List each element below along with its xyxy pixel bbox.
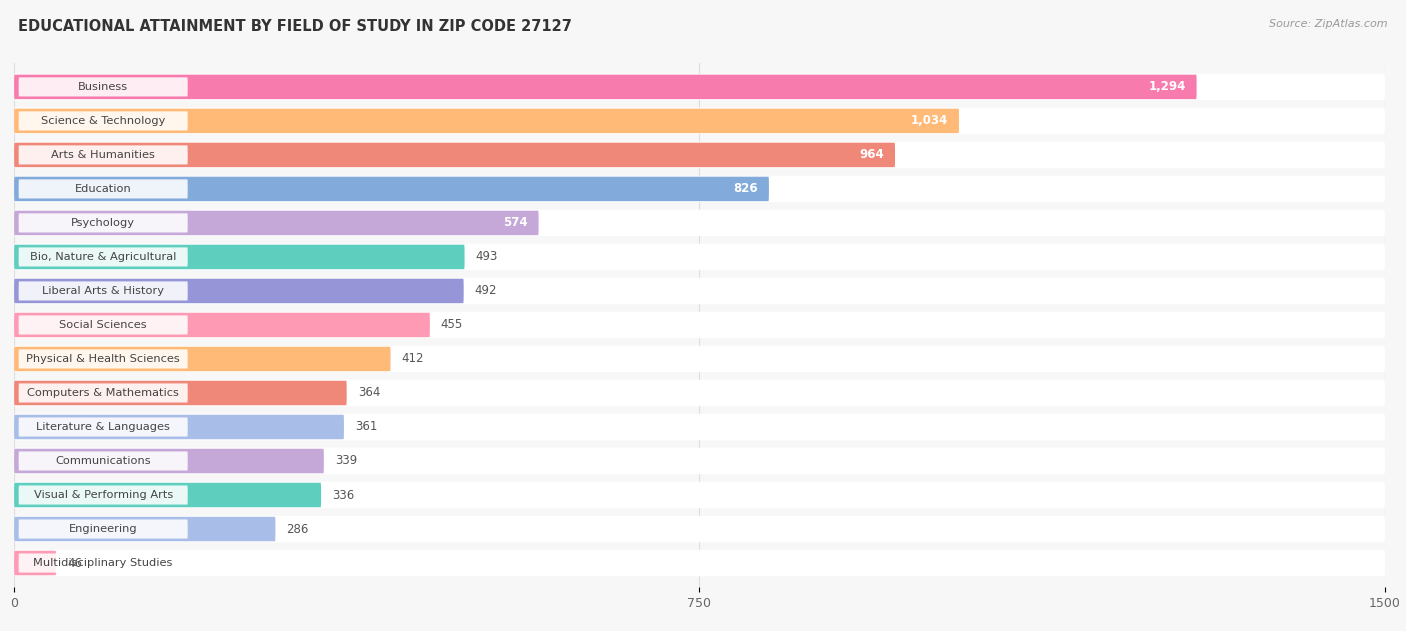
FancyBboxPatch shape <box>14 380 347 405</box>
FancyBboxPatch shape <box>14 278 1385 304</box>
FancyBboxPatch shape <box>14 551 56 575</box>
Text: Literature & Languages: Literature & Languages <box>37 422 170 432</box>
FancyBboxPatch shape <box>14 483 321 507</box>
Text: Science & Technology: Science & Technology <box>41 116 166 126</box>
FancyBboxPatch shape <box>18 247 188 266</box>
Text: Multidisciplinary Studies: Multidisciplinary Studies <box>34 558 173 568</box>
FancyBboxPatch shape <box>18 418 188 437</box>
Text: Business: Business <box>79 82 128 92</box>
FancyBboxPatch shape <box>18 213 188 232</box>
Text: 492: 492 <box>475 285 498 297</box>
FancyBboxPatch shape <box>18 78 188 97</box>
Text: 339: 339 <box>335 454 357 468</box>
Text: 964: 964 <box>859 148 884 162</box>
Text: 1,294: 1,294 <box>1149 80 1185 93</box>
FancyBboxPatch shape <box>14 279 464 304</box>
FancyBboxPatch shape <box>14 211 538 235</box>
FancyBboxPatch shape <box>18 281 188 300</box>
FancyBboxPatch shape <box>18 451 188 471</box>
FancyBboxPatch shape <box>14 109 959 133</box>
FancyBboxPatch shape <box>18 485 188 505</box>
Text: Education: Education <box>75 184 132 194</box>
Text: Bio, Nature & Agricultural: Bio, Nature & Agricultural <box>30 252 176 262</box>
FancyBboxPatch shape <box>14 380 1385 406</box>
FancyBboxPatch shape <box>14 516 1385 542</box>
FancyBboxPatch shape <box>14 313 430 337</box>
FancyBboxPatch shape <box>14 244 1385 270</box>
FancyBboxPatch shape <box>14 481 1385 509</box>
Text: 361: 361 <box>354 420 377 433</box>
FancyBboxPatch shape <box>14 143 896 167</box>
FancyBboxPatch shape <box>18 350 188 369</box>
Text: 455: 455 <box>441 319 463 331</box>
Text: 826: 826 <box>734 182 758 196</box>
Text: Liberal Arts & History: Liberal Arts & History <box>42 286 165 296</box>
Text: Social Sciences: Social Sciences <box>59 320 148 330</box>
Text: 46: 46 <box>67 557 82 570</box>
Text: Source: ZipAtlas.com: Source: ZipAtlas.com <box>1270 19 1388 29</box>
FancyBboxPatch shape <box>14 517 276 541</box>
Text: 286: 286 <box>287 522 309 536</box>
FancyBboxPatch shape <box>18 519 188 539</box>
FancyBboxPatch shape <box>14 177 769 201</box>
FancyBboxPatch shape <box>14 74 1385 100</box>
FancyBboxPatch shape <box>14 346 1385 372</box>
Text: Visual & Performing Arts: Visual & Performing Arts <box>34 490 173 500</box>
FancyBboxPatch shape <box>14 448 1385 475</box>
Text: Communications: Communications <box>55 456 150 466</box>
FancyBboxPatch shape <box>18 111 188 131</box>
FancyBboxPatch shape <box>14 175 1385 202</box>
Text: 336: 336 <box>332 488 354 502</box>
FancyBboxPatch shape <box>14 108 1385 134</box>
Text: EDUCATIONAL ATTAINMENT BY FIELD OF STUDY IN ZIP CODE 27127: EDUCATIONAL ATTAINMENT BY FIELD OF STUDY… <box>18 19 572 34</box>
Text: Physical & Health Sciences: Physical & Health Sciences <box>27 354 180 364</box>
FancyBboxPatch shape <box>18 179 188 199</box>
Text: 574: 574 <box>503 216 527 230</box>
Text: 412: 412 <box>402 353 425 365</box>
FancyBboxPatch shape <box>14 550 1385 576</box>
FancyBboxPatch shape <box>14 245 464 269</box>
FancyBboxPatch shape <box>14 142 1385 168</box>
FancyBboxPatch shape <box>14 415 344 439</box>
FancyBboxPatch shape <box>14 209 1385 236</box>
FancyBboxPatch shape <box>18 553 188 572</box>
Text: 364: 364 <box>357 386 380 399</box>
FancyBboxPatch shape <box>14 346 391 371</box>
Text: Psychology: Psychology <box>72 218 135 228</box>
Text: Computers & Mathematics: Computers & Mathematics <box>27 388 179 398</box>
FancyBboxPatch shape <box>14 74 1197 99</box>
FancyBboxPatch shape <box>14 312 1385 338</box>
Text: 1,034: 1,034 <box>911 114 948 127</box>
Text: 493: 493 <box>475 251 498 264</box>
Text: Arts & Humanities: Arts & Humanities <box>51 150 155 160</box>
FancyBboxPatch shape <box>14 449 323 473</box>
FancyBboxPatch shape <box>18 145 188 165</box>
Text: Engineering: Engineering <box>69 524 138 534</box>
FancyBboxPatch shape <box>18 384 188 403</box>
FancyBboxPatch shape <box>18 316 188 334</box>
FancyBboxPatch shape <box>14 414 1385 440</box>
